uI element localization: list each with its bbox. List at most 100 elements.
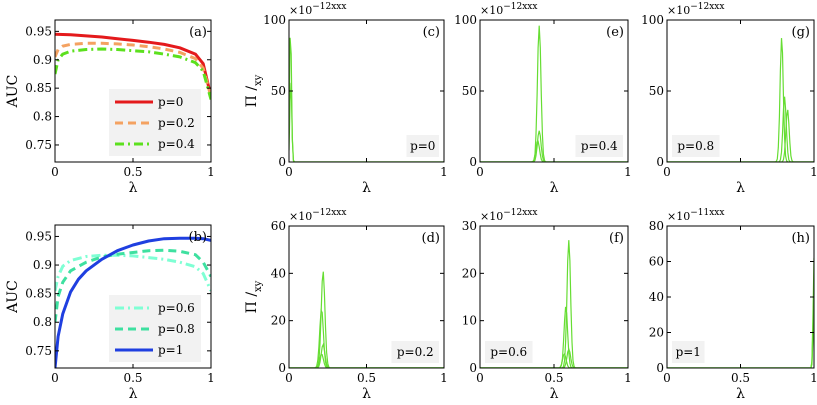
exponent-base: ×10 — [480, 210, 503, 223]
legend-box — [109, 89, 201, 156]
y-tick-label: 0 — [469, 155, 477, 169]
y-axis-label: AUC — [5, 280, 21, 314]
x-axis-label: λ — [129, 386, 138, 402]
x-tick-label: 0.5 — [123, 165, 142, 179]
series-line-p-1 — [55, 236, 211, 368]
y-tick-label: 0.9 — [33, 53, 52, 67]
panel-label: (a) — [189, 25, 207, 40]
panel-b: 0 0.5 1 0.75 0.8 0.85 0.9 0.95 λ AUC (b) p=0.6 p=0.8… — [5, 224, 215, 402]
y-axis-label-main: Π / — [244, 292, 260, 314]
exponent-power: −12xxx — [503, 2, 537, 12]
y-tick-label: 20 — [462, 266, 477, 280]
x-axis-label: λ — [550, 180, 559, 196]
exponent-power: −12xxx — [312, 208, 346, 218]
p-label: p=0.6 — [490, 345, 527, 359]
series-line-p-0-2 — [55, 41, 211, 98]
y-tick-label: 0.8 — [33, 110, 52, 124]
x-axis-label: λ — [362, 180, 371, 196]
p-label: p=0 — [410, 139, 435, 153]
panel-label: (b) — [189, 230, 207, 245]
y-tick-label: 0.75 — [25, 138, 52, 152]
x-axis-label: λ — [550, 386, 559, 402]
p-label: p=0.4 — [581, 139, 618, 153]
panel-e: 0 1 0 50 100 λ ×10−12xxx (e) p=0.4 — [454, 2, 632, 196]
y-axis-label-main: Π / — [244, 86, 260, 108]
exponent-base: ×10 — [667, 210, 690, 223]
x-axis-label: λ — [736, 386, 745, 402]
p-label-box — [391, 341, 439, 363]
x-tick-label: 1 — [624, 371, 632, 385]
y-tick-label: 0.8 — [33, 315, 52, 329]
x-axis-label: λ — [129, 180, 138, 196]
panel-label: (f) — [609, 231, 624, 246]
y-axis-label: Π /xy — [244, 280, 264, 313]
x-tick-label: 0 — [476, 371, 484, 385]
panel-label: (d) — [422, 231, 440, 246]
y-tick-label: 50 — [271, 84, 286, 98]
x-tick-label: 1 — [440, 165, 448, 179]
y-tick-label: 50 — [462, 84, 477, 98]
legend-entry: p=0.8 — [158, 322, 195, 336]
panel-label: (h) — [791, 231, 810, 246]
y-tick-label: 20 — [271, 314, 286, 328]
y-tick-label: 100 — [263, 13, 286, 27]
y-tick-label: 0 — [656, 361, 664, 375]
x-tick-label: 1 — [207, 371, 215, 385]
peak-trace-2 — [667, 109, 814, 162]
x-axis-label: λ — [362, 386, 371, 402]
series-line-p-0-8 — [55, 248, 211, 323]
p-label-box — [672, 341, 705, 363]
p-label: p=0.2 — [397, 345, 434, 359]
exponent-label: ×10−11xxx — [667, 208, 724, 223]
y-tick-label: 20 — [649, 326, 664, 340]
y-tick-label: 0.85 — [25, 287, 52, 301]
x-tick-label: 0 — [476, 165, 484, 179]
p-label: p=0.8 — [677, 139, 714, 153]
p-label-box — [575, 135, 623, 157]
y-axis-label-sub: xy — [253, 280, 264, 292]
panel-label: (e) — [606, 25, 624, 40]
x-tick-label: 1 — [440, 371, 448, 385]
exponent-label: ×10−12xxx — [667, 2, 724, 17]
plot-area-a — [55, 32, 211, 100]
exponent-base: ×10 — [480, 4, 503, 17]
exponent-power: −11xxx — [690, 208, 724, 218]
p-label-box — [485, 341, 533, 363]
series-line-p-0-6 — [55, 253, 211, 292]
y-tick-label: 40 — [271, 266, 286, 280]
x-tick-label: 0 — [663, 165, 671, 179]
legend-entry: p=0.2 — [158, 116, 195, 130]
y-tick-label: 0 — [278, 155, 286, 169]
peak-trace-1 — [667, 96, 814, 162]
y-tick-label: 30 — [462, 219, 477, 233]
y-tick-label: 0.75 — [25, 344, 52, 358]
p-label: p=1 — [676, 345, 701, 359]
exponent-label: ×10−12xxx — [480, 2, 537, 17]
y-tick-label: 40 — [649, 290, 664, 304]
y-tick-label: 0.95 — [25, 229, 52, 243]
x-tick-label: 0 — [285, 371, 293, 385]
p-label-box — [406, 135, 439, 157]
y-tick-label: 0.95 — [25, 24, 52, 38]
x-tick-label: 0.5 — [731, 371, 750, 385]
y-tick-label: 0 — [656, 155, 664, 169]
y-axis-label-sub: xy — [253, 74, 264, 86]
exponent-label: ×10−12xxx — [480, 208, 537, 223]
y-tick-label: 100 — [641, 13, 664, 27]
exponent-label: ×10−12xxx — [289, 2, 346, 17]
x-tick-label: 0.5 — [123, 371, 142, 385]
x-tick-label: 1 — [810, 371, 817, 385]
x-tick-label: 0.5 — [544, 371, 563, 385]
panel-g: 0 1 0 50 100 λ ×10−12xxx (g) p=0.8 — [641, 2, 817, 196]
x-axis-label: λ — [736, 180, 745, 196]
y-tick-label: 50 — [649, 84, 664, 98]
panel-label: (g) — [792, 25, 810, 40]
p-label-box — [672, 135, 720, 157]
panel-a: 0 0.5 1 0.75 0.8 0.85 0.9 0.95 λ AUC (a) p=0 p=0.2 p=… — [5, 19, 215, 196]
y-tick-label: 100 — [454, 13, 477, 27]
plot-area-b — [55, 236, 211, 368]
y-tick-label: 0.85 — [25, 81, 52, 95]
exponent-power: −12xxx — [503, 208, 537, 218]
